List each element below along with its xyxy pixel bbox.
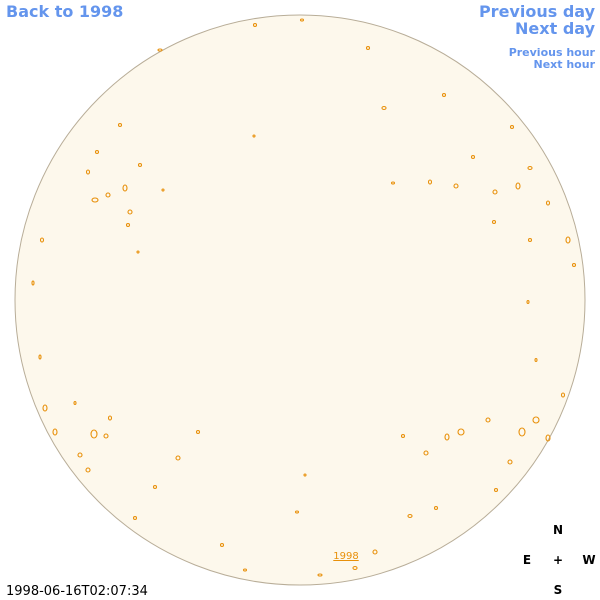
compass-west: W	[582, 553, 595, 567]
previous-hour-link[interactable]: Previous hour	[509, 46, 596, 59]
compass-south: S	[554, 583, 563, 597]
next-hour-link[interactable]: Next hour	[534, 58, 596, 71]
timestamp: 1998-06-16T02:07:34	[6, 584, 148, 599]
back-link[interactable]: Back to 1998	[6, 2, 123, 21]
compass-north: N	[553, 523, 563, 537]
solar-disk	[14, 14, 586, 586]
disk-label[interactable]: 1998	[333, 551, 358, 562]
compass-center: +	[553, 553, 563, 567]
previous-day-link[interactable]: Previous day	[479, 2, 596, 21]
next-day-link[interactable]: Next day	[515, 19, 596, 38]
compass-east: E	[523, 553, 531, 567]
magnetic-features	[31, 18, 577, 577]
